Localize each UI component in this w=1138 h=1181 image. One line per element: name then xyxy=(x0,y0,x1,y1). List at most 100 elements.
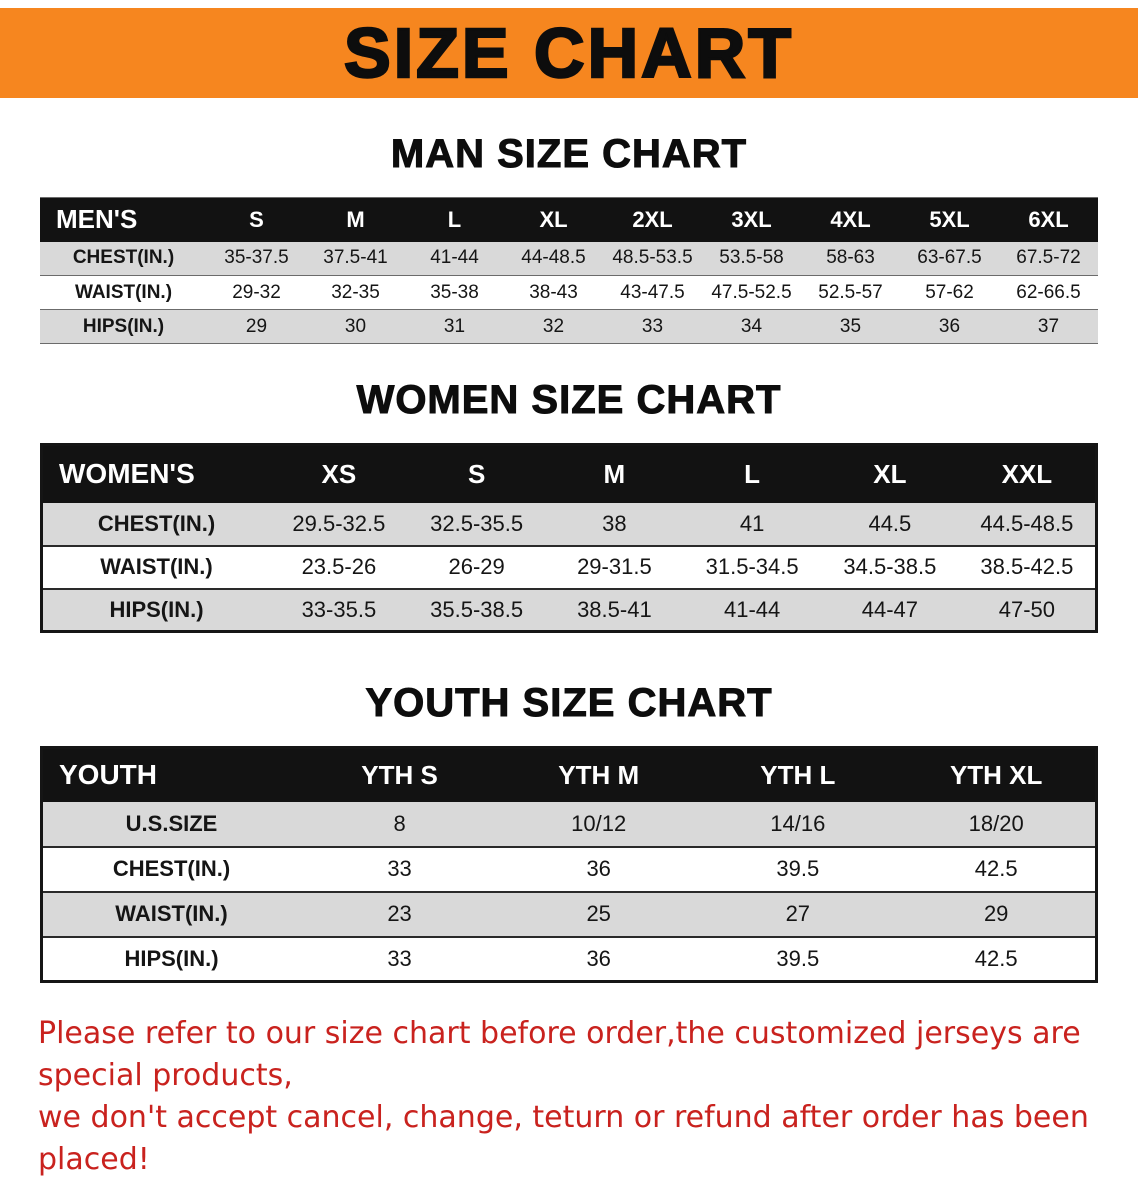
value-cell: 32.5-35.5 xyxy=(430,510,524,536)
men-section-heading: MAN SIZE CHART xyxy=(390,132,748,177)
value-cell: 25 xyxy=(586,901,611,926)
row-label-cell: CHEST(IN.) xyxy=(112,856,231,881)
value-cell: 26-29 xyxy=(448,554,505,579)
value-cell: 30 xyxy=(344,315,367,337)
value-cell: 42.5 xyxy=(974,945,1018,971)
value-cell: 63-67.5 xyxy=(917,247,982,269)
measurement-row: WAIST(IN.) 23 25 27 29 xyxy=(41,891,1097,937)
table-body: CHEST(IN.) 29.5-32.5 32.5-35.5 38 41 44.5 44.5… xyxy=(41,502,1097,632)
value-cell: 44-48.5 xyxy=(521,247,586,269)
value-cell: 8 xyxy=(393,810,406,836)
value-cell: 36 xyxy=(586,945,611,971)
size-header-cell: M xyxy=(603,458,626,489)
measurement-row: WAIST(IN.) 29-32 32-35 35-38 38-43 43-47.5 47.… xyxy=(40,275,1098,310)
size-chart-banner: SIZE CHART xyxy=(0,8,1138,98)
measurement-row: CHEST(IN.) 29.5-32.5 32.5-35.5 38 41 44.5 44.5… xyxy=(41,502,1097,546)
value-cell: 29.5-32.5 xyxy=(292,510,386,536)
size-header-cell: YTH L xyxy=(760,759,836,790)
table-head: YOUTH YTH S YTH M YTH L YTH XL xyxy=(41,747,1097,802)
women-size-section: WOMEN SIZE CHART WOMEN'S XS S M L XL XXL CHEST(… xyxy=(0,378,1138,633)
value-cell: 48.5-53.5 xyxy=(612,247,693,269)
row-label-cell: WAIST(IN.) xyxy=(115,901,228,926)
size-header-cell: YTH S xyxy=(361,759,438,790)
value-cell: 44.5-48.5 xyxy=(980,510,1074,536)
value-cell: 34 xyxy=(740,315,763,337)
size-header-cell: M xyxy=(346,206,365,232)
value-cell: 47-50 xyxy=(998,596,1056,622)
value-cell: 10/12 xyxy=(571,810,627,836)
header-row: MEN'S S M L XL 2XL 3XL 4XL 5XL 6XL xyxy=(40,197,1098,242)
size-header-cell: 6XL xyxy=(1028,206,1069,232)
value-cell: 67.5-72 xyxy=(1016,247,1081,269)
women-section-heading: WOMEN SIZE CHART xyxy=(356,378,782,423)
measurement-row: WAIST(IN.) 23.5-26 26-29 29-31.5 31.5-34.5 34… xyxy=(41,545,1097,589)
value-cell: 44-47 xyxy=(861,596,919,622)
value-cell: 33-35.5 xyxy=(301,596,377,622)
size-header-cell: 5XL xyxy=(929,206,970,232)
measurement-row: HIPS(IN.) 29 30 31 32 33 34 35 36 37 xyxy=(40,309,1098,344)
size-header-cell: XL xyxy=(873,458,907,489)
size-header-cell: 2XL xyxy=(632,206,673,232)
men-size-section: MAN SIZE CHART MEN'S S M L XL 2XL 3XL 4XL 5XL 6XL… xyxy=(0,132,1138,344)
value-cell: 33 xyxy=(387,945,412,971)
value-cell: 32 xyxy=(542,315,565,337)
value-cell: 23 xyxy=(387,901,412,926)
value-cell: 18/20 xyxy=(968,810,1024,836)
value-cell: 39.5 xyxy=(776,945,820,971)
table-head: MEN'S S M L XL 2XL 3XL 4XL 5XL 6XL xyxy=(40,197,1098,242)
value-cell: 36 xyxy=(938,315,961,337)
table-body: CHEST(IN.) 35-37.5 37.5-41 41-44 44-48.5 48.5… xyxy=(40,241,1098,344)
men-size-table: MEN'S S M L XL 2XL 3XL 4XL 5XL 6XL CHEST(IN.) 35-37… xyxy=(40,197,1098,344)
size-header-cell: XL xyxy=(539,206,568,232)
row-label-cell: HIPS(IN.) xyxy=(109,596,204,622)
value-cell: 53.5-58 xyxy=(719,247,784,269)
youth-size-section: YOUTH SIZE CHART YOUTH YTH S YTH M YTH L YTH… xyxy=(0,681,1138,983)
banner-title: SIZE CHART xyxy=(343,13,794,94)
value-cell: 14/16 xyxy=(770,810,826,836)
value-cell: 38 xyxy=(602,510,627,536)
value-cell: 33 xyxy=(641,315,664,337)
value-cell: 31.5-34.5 xyxy=(705,554,799,579)
disclaimer: Please refer to our size chart before or… xyxy=(38,1013,1100,1181)
size-header-cell: YTH XL xyxy=(949,759,1043,790)
measurement-row: CHEST(IN.) 33 36 39.5 42.5 xyxy=(41,846,1097,892)
table-title-cell: WOMEN'S xyxy=(59,458,195,490)
row-label-cell: WAIST(IN.) xyxy=(74,281,173,303)
table-title-cell: MEN'S xyxy=(56,204,138,235)
value-cell: 37 xyxy=(1037,315,1060,337)
size-header-cell: S xyxy=(467,458,486,489)
size-header-cell: S xyxy=(249,206,264,232)
value-cell: 23.5-26 xyxy=(301,554,377,579)
value-cell: 42.5 xyxy=(974,856,1018,881)
value-cell: 38.5-41 xyxy=(577,596,652,622)
row-label-cell: HIPS(IN.) xyxy=(124,945,219,971)
size-header-cell: L xyxy=(744,458,761,489)
row-label-cell: WAIST(IN.) xyxy=(100,554,213,579)
value-cell: 36 xyxy=(586,856,611,881)
value-cell: 38-43 xyxy=(529,281,578,303)
value-cell: 41-44 xyxy=(430,247,479,269)
size-header-cell: YTH M xyxy=(558,759,640,790)
size-header-cell: XS xyxy=(321,458,357,489)
value-cell: 43-47.5 xyxy=(620,281,685,303)
measurement-row: HIPS(IN.) 33 36 39.5 42.5 xyxy=(41,936,1097,982)
value-cell: 52.5-57 xyxy=(818,281,883,303)
value-cell: 35 xyxy=(839,315,862,337)
value-cell: 62-66.5 xyxy=(1016,281,1081,303)
table-title-cell: YOUTH xyxy=(59,759,157,791)
size-header-cell: 3XL xyxy=(731,206,772,232)
value-cell: 33 xyxy=(387,856,412,881)
value-cell: 29-32 xyxy=(232,281,281,303)
value-cell: 47.5-52.5 xyxy=(711,281,792,303)
value-cell: 37.5-41 xyxy=(323,247,388,269)
value-cell: 39.5 xyxy=(776,856,820,881)
value-cell: 58-63 xyxy=(826,247,875,269)
measurement-row: U.S.SIZE 8 10/12 14/16 18/20 xyxy=(41,801,1097,847)
disclaimer-line-1: Please refer to our size chart before or… xyxy=(38,1016,1081,1093)
table-head: WOMEN'S XS S M L XL XXL xyxy=(41,444,1097,503)
size-header-cell: XXL xyxy=(1001,458,1053,489)
youth-section-heading: YOUTH SIZE CHART xyxy=(365,681,773,726)
value-cell: 34.5-38.5 xyxy=(843,554,937,579)
header-row: YOUTH YTH S YTH M YTH L YTH XL xyxy=(41,747,1097,802)
value-cell: 35-37.5 xyxy=(224,247,289,269)
